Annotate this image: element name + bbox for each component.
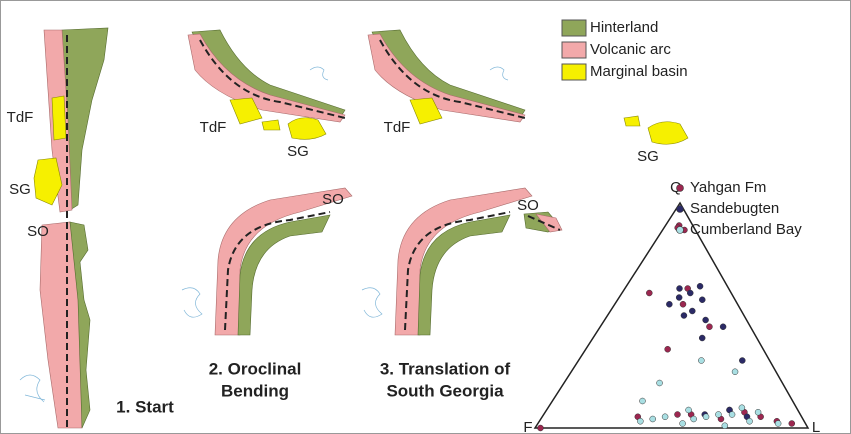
legend-marker xyxy=(676,184,684,192)
legend-label: Sandebugten xyxy=(690,200,779,217)
map-panel-2 xyxy=(181,29,353,336)
data-point xyxy=(738,404,746,411)
data-point xyxy=(687,289,694,297)
data-point xyxy=(675,294,683,301)
place-label: TdF xyxy=(7,109,34,126)
place-label: SG xyxy=(9,181,31,198)
data-point xyxy=(661,413,669,420)
data-point xyxy=(676,285,683,292)
data-point xyxy=(537,424,544,432)
data-point xyxy=(674,411,681,418)
place-label: SG xyxy=(287,143,309,160)
data-point xyxy=(746,418,753,425)
legend-swatch xyxy=(561,19,587,37)
data-point xyxy=(754,409,762,416)
data-point xyxy=(788,420,796,427)
data-point xyxy=(719,323,727,330)
data-point xyxy=(728,411,736,418)
legend-label: Hinterland xyxy=(590,19,658,36)
place-label: SO xyxy=(517,197,539,214)
ternary-plot: Q F L Yahgan Fm Sandebugten Cumberland Bay xyxy=(523,179,820,434)
data-point xyxy=(690,415,697,423)
place-label: TdF xyxy=(200,119,227,136)
data-point xyxy=(721,422,729,429)
data-point xyxy=(656,379,663,387)
data-point xyxy=(680,312,688,319)
place-label: SO xyxy=(27,223,49,240)
legend-swatch xyxy=(561,63,587,81)
legend-marker xyxy=(676,205,684,213)
place-label: TdF xyxy=(384,119,411,136)
data-point xyxy=(639,397,646,405)
legend: Hinterland Volcanic arc Marginal basin xyxy=(561,19,688,81)
apex-label: L xyxy=(812,419,820,434)
panel-title: Bending xyxy=(221,381,289,400)
panel-title: South Georgia xyxy=(386,381,504,400)
panel-title: 3. Translation of xyxy=(380,359,511,378)
legend-label: Yahgan Fm xyxy=(690,179,766,196)
data-point xyxy=(666,301,673,308)
panel-title: 1. Start xyxy=(116,397,174,416)
ternary-frame xyxy=(533,201,810,429)
legend-label: Volcanic arc xyxy=(590,41,671,58)
data-point xyxy=(646,289,653,297)
place-label: SG xyxy=(637,148,659,165)
data-point xyxy=(702,413,710,420)
map-panel-1 xyxy=(19,27,109,430)
data-point xyxy=(774,420,782,427)
data-point xyxy=(702,316,709,324)
map-labels: TdF SG SO 1. Start TdF SG SO 2. Oroclinal Bendin… xyxy=(7,109,659,417)
data-point xyxy=(637,418,644,425)
data-point xyxy=(679,301,687,308)
apex-label: Q xyxy=(670,179,682,196)
legend-swatch xyxy=(561,41,587,59)
panel-title: 2. Oroclinal xyxy=(209,359,302,378)
data-point xyxy=(706,323,713,330)
data-point xyxy=(715,411,722,418)
data-point xyxy=(698,334,706,342)
data-point xyxy=(739,357,746,364)
legend-label: Cumberland Bay xyxy=(690,221,802,238)
legend-label: Marginal basin xyxy=(590,63,688,80)
data-point xyxy=(649,415,656,423)
apex-label: F xyxy=(523,419,532,434)
data-point xyxy=(664,346,671,353)
data-point xyxy=(698,357,705,364)
data-point xyxy=(689,307,696,315)
data-point xyxy=(696,283,704,290)
data-point xyxy=(679,420,686,427)
data-point xyxy=(685,406,692,414)
data-point xyxy=(731,368,739,375)
data-point xyxy=(699,296,706,303)
shifted-blocks xyxy=(261,115,689,233)
place-label: SO xyxy=(322,191,344,208)
legend-marker xyxy=(676,226,684,234)
